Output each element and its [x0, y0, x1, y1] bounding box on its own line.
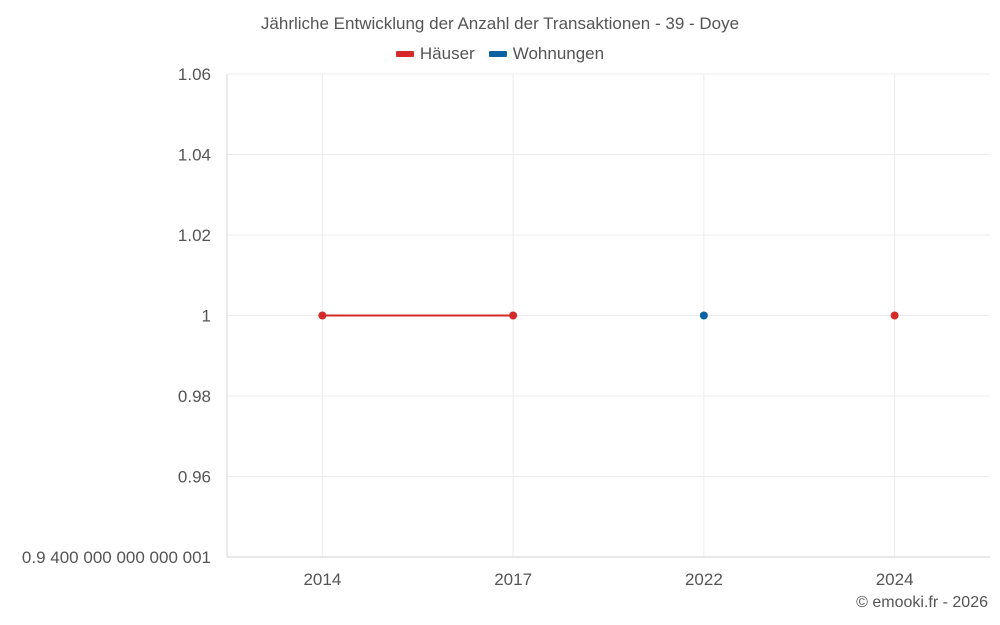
y-tick-label: 1.06 — [178, 65, 211, 84]
x-tick-label: 2024 — [876, 570, 914, 589]
data-point-1 — [699, 311, 708, 320]
x-tick-label: 2017 — [494, 570, 532, 589]
x-tick-label: 2022 — [685, 570, 723, 589]
legend-item-haeuser[interactable]: Häuser — [395, 44, 475, 64]
legend-label-haeuser: Häuser — [419, 44, 475, 63]
y-tick-label: 1.02 — [178, 226, 211, 245]
data-point-0 — [509, 311, 518, 320]
legend-label-wohnungen: Wohnungen — [512, 44, 605, 63]
y-tick-label: 0.96 — [178, 468, 211, 487]
credit-text: © emooki.fr - 2026 — [856, 594, 988, 611]
chart-legend: Häuser Wohnungen — [0, 44, 1000, 64]
data-point-0 — [890, 311, 899, 320]
y-tick-label: 1 — [202, 307, 211, 326]
data-point-0 — [318, 311, 327, 320]
legend-item-wohnungen[interactable]: Wohnungen — [488, 44, 605, 64]
x-tick-label: 2014 — [303, 570, 341, 589]
y-tick-label: 0.9 400 000 000 000 001 — [22, 548, 211, 567]
y-tick-label: 0.98 — [178, 387, 211, 406]
y-tick-label: 1.04 — [178, 146, 211, 165]
legend-swatch-haeuser — [395, 51, 414, 57]
chart-title: Jährliche Entwicklung der Anzahl der Tra… — [260, 14, 740, 33]
legend-swatch-wohnungen — [488, 51, 507, 57]
